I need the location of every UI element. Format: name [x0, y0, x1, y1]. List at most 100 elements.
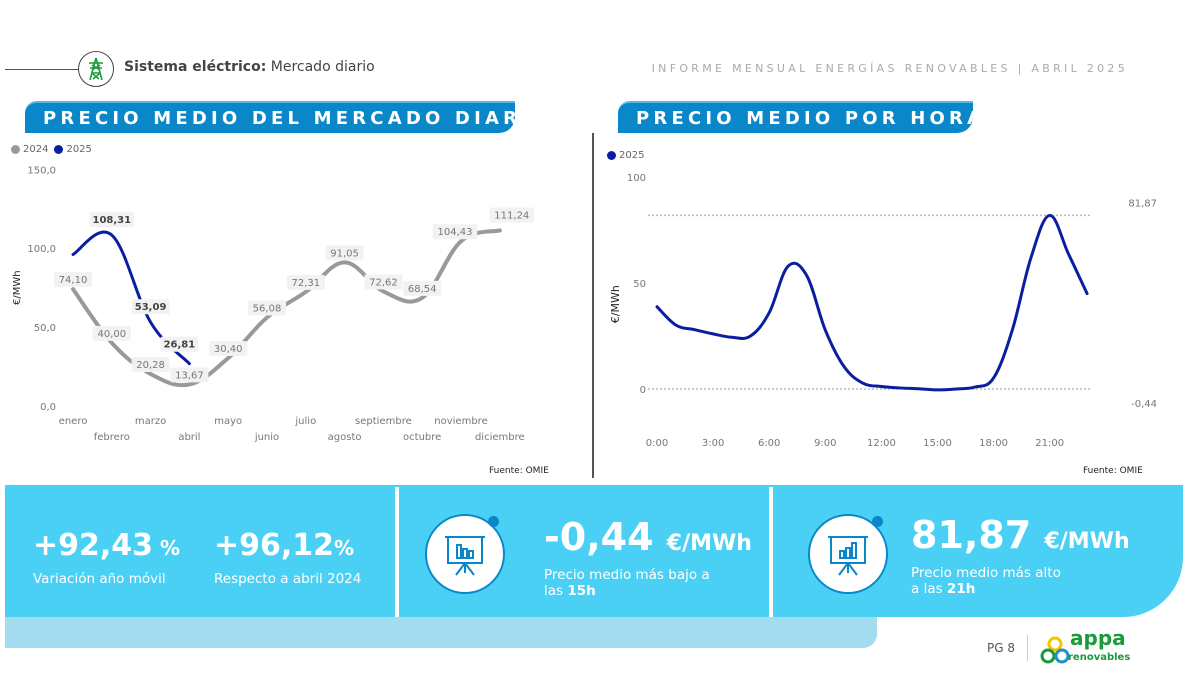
- data-label-bg: [160, 336, 199, 352]
- x-tick-label: junio: [254, 432, 279, 443]
- data-label-bg: [432, 224, 478, 240]
- x-tick-label: 9:00: [814, 438, 836, 449]
- x-tick-label: abril: [178, 432, 200, 443]
- header-rule: [5, 69, 79, 70]
- data-label: 72,62: [369, 277, 398, 288]
- data-label: 111,24: [494, 210, 529, 221]
- x-tick-label: noviembre: [434, 416, 487, 427]
- x-tick-label: septiembre: [355, 416, 412, 427]
- y-tick-label: 0,0: [40, 402, 56, 413]
- legend-dot-2024: [11, 145, 20, 154]
- stats-divider: [395, 487, 399, 617]
- data-label-bg: [364, 274, 403, 290]
- stat-min-price: -0,44 €/MWh: [544, 515, 752, 559]
- right-source: Fuente: OMIE: [1083, 466, 1143, 476]
- left-panel-title: PRECIO MEDIO DEL MERCADO DIARIO: [25, 101, 547, 133]
- data-label-bg: [54, 272, 92, 288]
- data-label-bg: [489, 207, 534, 223]
- stats-divider: [769, 487, 773, 617]
- stat-annual-variation-label: Variación año móvil: [33, 571, 166, 587]
- data-label-bg: [92, 325, 131, 341]
- section-title: Sistema eléctrico: Mercado diario: [124, 59, 375, 75]
- x-tick-label: julio: [294, 416, 316, 427]
- data-label-bg: [248, 300, 286, 316]
- data-label-bg: [403, 280, 442, 296]
- y-axis-label: €/MWh: [609, 285, 622, 323]
- monthly-price-chart: 0,0 50,0 100,0 150,0 €/MWh enero febrero marzo a…: [12, 165, 534, 443]
- data-label: 108,31: [93, 215, 132, 226]
- data-label-bg: [131, 299, 170, 315]
- report-title: INFORME MENSUAL ENERGÍAS RENOVABLES | AB…: [651, 62, 1128, 75]
- left-legend: 2024 2025: [11, 144, 92, 155]
- power-tower-icon: [78, 51, 114, 87]
- x-tick-label: 15:00: [923, 438, 952, 449]
- data-label: 74,10: [59, 275, 88, 286]
- data-label-bg: [325, 245, 364, 261]
- data-label: 40,00: [97, 329, 126, 340]
- stat-max-price-label: Precio medio más alto a las 21h: [911, 565, 1061, 597]
- data-label: 13,67: [175, 370, 204, 381]
- right-panel-title: PRECIO MEDIO POR HORA: [618, 101, 981, 133]
- stats-band-light: [5, 617, 877, 648]
- legend-label-2024: 2024: [23, 144, 49, 155]
- right-legend: 2025: [607, 150, 644, 161]
- data-label-bg: [89, 212, 134, 228]
- stat-max-price: 81,87 €/MWh: [911, 513, 1130, 557]
- x-tick-label: octubre: [403, 432, 441, 443]
- stat-vs-april-2024-label: Respecto a abril 2024: [214, 571, 362, 587]
- x-tick-label: diciembre: [475, 432, 525, 443]
- data-label: 68,54: [408, 284, 437, 295]
- data-label: 20,28: [136, 360, 165, 371]
- data-label: 26,81: [164, 340, 196, 351]
- decorative-dot: [488, 516, 499, 527]
- x-tick-label: agosto: [328, 432, 362, 443]
- y-tick-label: 0: [640, 385, 646, 396]
- footer-divider: [1027, 635, 1028, 661]
- legend-label-2025: 2025: [619, 150, 645, 161]
- data-label: 72,31: [291, 278, 320, 289]
- data-label-bg: [209, 341, 248, 357]
- reference-label: 81,87: [1128, 198, 1157, 209]
- decorative-dot: [872, 516, 883, 527]
- reference-label: -0,44: [1131, 399, 1157, 410]
- stat-vs-april-2024: +96,12%: [214, 528, 355, 563]
- x-tick-label: febrero: [94, 432, 130, 443]
- data-label-bg: [286, 274, 325, 290]
- stats-band: [5, 485, 1183, 617]
- x-tick-label: 0:00: [646, 438, 668, 449]
- x-tick-label: enero: [59, 416, 88, 427]
- data-label: 53,09: [135, 302, 167, 313]
- legend-dot-2025: [607, 151, 616, 160]
- data-label: 104,43: [438, 227, 473, 238]
- x-tick-label: mayo: [214, 416, 242, 427]
- x-tick-label: 12:00: [867, 438, 896, 449]
- y-tick-label: 50,0: [34, 323, 56, 334]
- data-label: 56,08: [253, 304, 282, 315]
- panel-divider: [592, 133, 594, 478]
- left-source: Fuente: OMIE: [489, 466, 549, 476]
- x-tick-label: marzo: [135, 416, 166, 427]
- stat-annual-variation: +92,43 %: [33, 528, 181, 563]
- x-tick-label: 6:00: [758, 438, 780, 449]
- data-label: 30,40: [214, 344, 243, 355]
- y-axis-label: €/MWh: [12, 270, 23, 305]
- hourly-price-chart: 0 50 100 €/MWh 0:00 3:00 6:00 9:00 12:00 15:00 18:…: [609, 173, 1157, 449]
- series-line-2025: [655, 213, 1089, 392]
- y-tick-label: 100,0: [27, 244, 56, 255]
- appa-logo: appa renovables: [1040, 627, 1135, 667]
- logo-text: appa: [1070, 626, 1126, 650]
- data-label: 91,05: [330, 248, 359, 259]
- stat-min-price-label: Precio medio más bajo a las 15h: [544, 567, 710, 599]
- presentation-chart-low-icon: [425, 514, 505, 594]
- data-label-bg: [131, 356, 170, 372]
- legend-label-2025: 2025: [66, 144, 92, 155]
- data-label-bg: [170, 367, 209, 383]
- y-tick-label: 50: [633, 279, 646, 290]
- logo-subtext: renovables: [1068, 652, 1131, 663]
- x-tick-label: 21:00: [1035, 438, 1064, 449]
- x-tick-label: 3:00: [702, 438, 724, 449]
- legend-dot-2025: [54, 145, 64, 154]
- x-tick-label: 18:00: [979, 438, 1008, 449]
- y-tick-label: 100: [627, 173, 646, 184]
